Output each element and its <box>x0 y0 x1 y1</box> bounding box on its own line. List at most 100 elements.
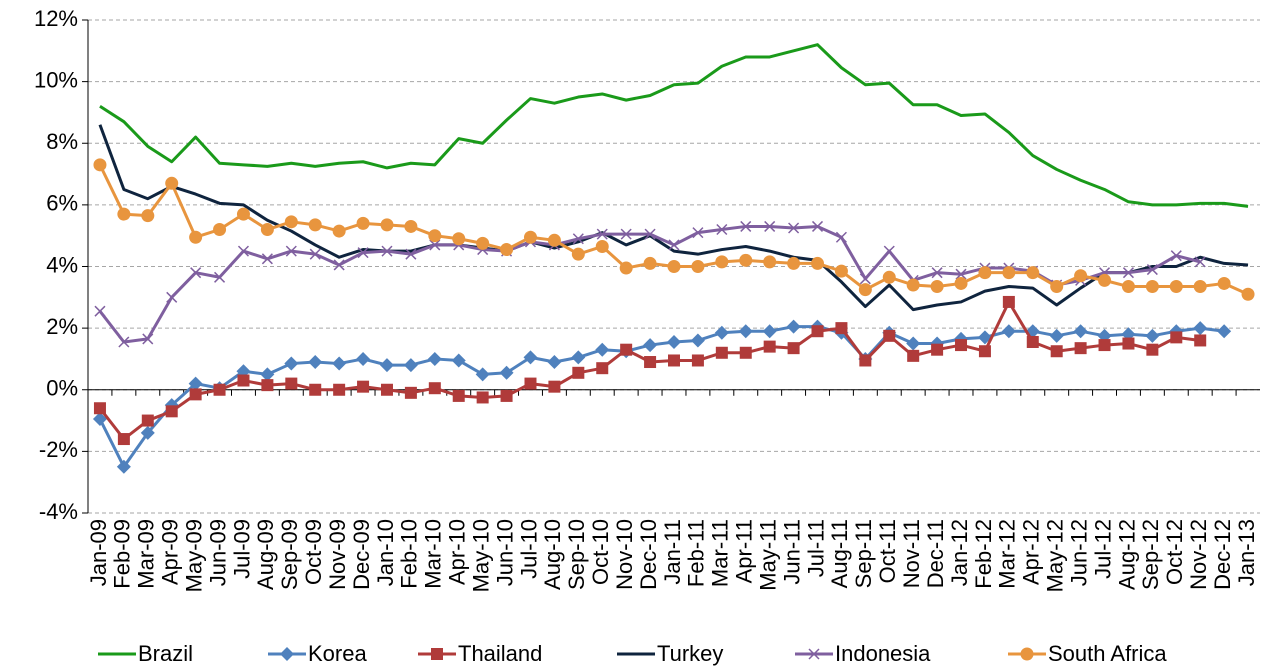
x-tick-label: Mar-11 <box>708 519 733 587</box>
x-tick-label: Dec-11 <box>923 519 948 588</box>
point <box>1073 324 1088 339</box>
x-tick-label: Jun-12 <box>1066 519 1091 586</box>
point <box>811 325 824 338</box>
legend-label: Korea <box>308 641 367 666</box>
point <box>1217 276 1231 290</box>
point <box>571 247 585 261</box>
point <box>931 343 944 356</box>
x-tick-label: Feb-11 <box>684 519 709 587</box>
point <box>429 239 441 251</box>
point <box>428 382 441 395</box>
point <box>811 220 824 232</box>
point <box>1026 266 1040 280</box>
point <box>883 245 895 257</box>
point <box>859 273 871 285</box>
x-tick-label: Apr-12 <box>1019 519 1044 585</box>
point <box>333 259 345 271</box>
point <box>1074 342 1087 355</box>
point <box>548 380 561 393</box>
point <box>117 433 130 446</box>
point <box>403 358 418 373</box>
x-tick-label: Apr-09 <box>158 519 183 585</box>
point <box>1170 331 1183 344</box>
point <box>260 367 275 382</box>
point <box>476 391 489 404</box>
point <box>428 229 442 243</box>
point <box>261 253 273 265</box>
y-tick-label: 12% <box>34 6 78 31</box>
point <box>523 230 537 244</box>
point <box>356 351 371 366</box>
x-tick-label: Oct-11 <box>875 519 900 583</box>
point <box>1002 266 1016 280</box>
legend-label: Brazil <box>138 641 193 666</box>
point <box>572 366 585 379</box>
point <box>547 355 562 370</box>
point <box>762 324 777 339</box>
point <box>883 329 896 342</box>
point <box>1002 295 1015 308</box>
point <box>309 248 321 260</box>
series <box>98 124 1249 312</box>
point <box>740 220 752 232</box>
x-tick-label: Sep-10 <box>564 519 589 590</box>
point <box>1193 280 1207 294</box>
x-tick-label: Apr-10 <box>445 519 470 585</box>
point <box>571 350 586 365</box>
point <box>715 255 729 269</box>
x-tick-label: Jun-10 <box>492 519 517 586</box>
x-tick-label: Oct-09 <box>301 519 326 585</box>
point <box>1145 328 1160 343</box>
point <box>379 358 394 373</box>
series-line <box>98 124 1249 312</box>
point <box>690 333 705 348</box>
point <box>1241 287 1255 301</box>
legend-label: South Africa <box>1048 641 1167 666</box>
point <box>142 333 154 345</box>
point <box>92 412 107 427</box>
point <box>668 239 680 251</box>
point <box>404 219 418 233</box>
point <box>213 223 227 237</box>
point <box>667 334 681 349</box>
point <box>117 207 131 221</box>
point <box>118 336 130 348</box>
point <box>500 243 514 257</box>
x-tick-label: Sep-09 <box>277 519 302 590</box>
y-tick-label: 8% <box>46 129 78 154</box>
point <box>476 236 490 250</box>
point <box>667 260 681 273</box>
point <box>1146 264 1158 276</box>
point <box>787 342 800 355</box>
x-tick-label: Jun-09 <box>205 519 230 586</box>
series-line <box>98 224 1201 344</box>
point <box>668 354 680 367</box>
point <box>451 353 466 368</box>
point <box>141 209 155 223</box>
x-tick-label: Aug-11 <box>827 519 852 588</box>
point <box>572 233 584 245</box>
y-tick-label: 4% <box>46 252 78 277</box>
point <box>1050 280 1064 294</box>
point <box>1074 269 1088 283</box>
y-tick-label: 0% <box>46 376 78 401</box>
point <box>214 271 226 283</box>
legend-label: Thailand <box>458 641 542 666</box>
point <box>260 223 274 237</box>
point <box>332 356 347 371</box>
x-tick-label: Nov-11 <box>899 519 924 588</box>
point <box>1193 321 1208 336</box>
x-tick-label: Oct-10 <box>588 519 613 585</box>
point <box>188 376 203 391</box>
point <box>404 386 417 399</box>
point <box>786 319 801 334</box>
point <box>595 239 609 253</box>
x-tick-label: Jan-09 <box>86 519 111 586</box>
point <box>165 405 178 418</box>
legend-marker <box>431 648 443 660</box>
point <box>285 377 298 390</box>
x-tick-label: Nov-12 <box>1186 519 1211 590</box>
legend-label: Indonesia <box>835 641 931 666</box>
x-tick-label: May-12 <box>1043 519 1068 592</box>
